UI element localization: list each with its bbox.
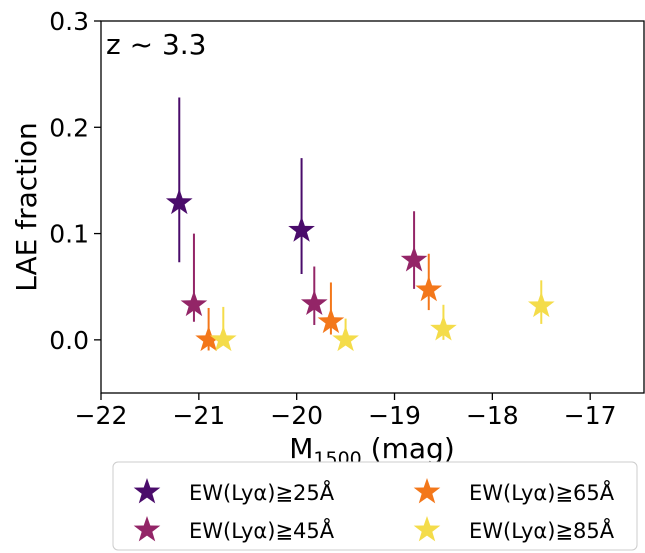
data-point-star [527, 291, 555, 318]
data-point-star [165, 188, 193, 215]
x-tick-label: −19 [368, 401, 421, 430]
legend: EW(Lyα)≧25Å EW(Lyα)≧45Å EW(Lyα)≧65Å EW(Lyα)… [112, 461, 638, 551]
y-axis-label: LAE fraction [10, 122, 43, 292]
redshift-annotation: z ~ 3.3 [106, 28, 207, 61]
data-point-star [400, 246, 428, 272]
legend-marker-star [133, 516, 161, 542]
data-point-star [288, 216, 315, 242]
x-tick-label: −17 [564, 401, 617, 430]
data-point-star [415, 275, 443, 302]
legend-box [112, 461, 638, 551]
data-point-star [430, 315, 457, 341]
x-tick-label: −21 [172, 401, 225, 430]
markers-layer [165, 188, 555, 352]
data-point-star [300, 289, 328, 316]
x-tick-label: −22 [75, 401, 128, 430]
y-tick-label: 0.0 [49, 326, 89, 355]
errorbars-layer [178, 97, 543, 351]
y-axis-ticks: 0.0 0.1 0.2 0.3 [49, 7, 101, 355]
legend-marker-star [413, 478, 441, 504]
data-point-star [195, 325, 222, 352]
data-point-star [209, 325, 237, 352]
x-tick-label: −20 [270, 401, 323, 430]
x-tick-label: −18 [466, 401, 519, 430]
y-tick-label: 0.3 [49, 7, 89, 36]
legend-label: EW(Lyα)≧25Å [189, 479, 335, 505]
legend-label: EW(Lyα)≧45Å [189, 517, 335, 543]
legend-label: EW(Lyα)≧65Å [469, 479, 615, 505]
legend-marker-star [413, 516, 441, 542]
legend-label: EW(Lyα)≧85Å [469, 517, 615, 543]
x-axis-label: M1500 (mag) [289, 432, 455, 470]
data-point-star [180, 290, 208, 317]
legend-marker-star [133, 478, 161, 504]
x-axis-ticks: −22 −21 −20 −19 −18 −17 [75, 393, 617, 430]
data-point-star [317, 307, 345, 334]
data-point-star [332, 325, 359, 352]
plot-frame [100, 20, 645, 394]
y-tick-label: 0.1 [49, 220, 89, 249]
y-tick-label: 0.2 [49, 113, 89, 142]
